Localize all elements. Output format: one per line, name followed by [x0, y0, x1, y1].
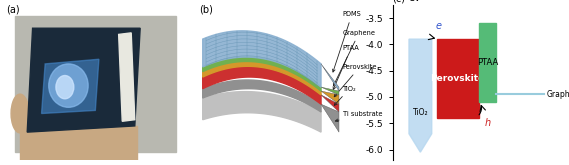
Text: Graphene: Graphene	[547, 90, 569, 99]
Text: (c): (c)	[393, 0, 406, 3]
Text: Ti substrate: Ti substrate	[335, 111, 382, 122]
Polygon shape	[203, 57, 321, 91]
Polygon shape	[321, 91, 339, 104]
Text: h: h	[484, 118, 490, 128]
Text: (a): (a)	[6, 5, 19, 15]
Text: e: e	[435, 21, 441, 31]
Bar	[15, 16, 176, 152]
Ellipse shape	[11, 94, 29, 133]
Bar	[88, 138, 104, 160]
Polygon shape	[203, 66, 321, 104]
Polygon shape	[321, 104, 339, 132]
Text: Perovskite: Perovskite	[431, 74, 485, 83]
Bar	[24, 138, 42, 160]
Bar	[67, 138, 83, 160]
Text: (b): (b)	[199, 5, 213, 15]
Text: TiO₂: TiO₂	[335, 86, 356, 105]
Polygon shape	[119, 33, 135, 121]
Text: TiO₂: TiO₂	[413, 108, 428, 117]
Text: Perovskite: Perovskite	[334, 64, 377, 97]
Text: Graphene: Graphene	[333, 30, 376, 86]
Polygon shape	[203, 62, 321, 95]
Polygon shape	[203, 80, 321, 112]
Polygon shape	[203, 92, 321, 132]
Bar	[437, 39, 479, 118]
Ellipse shape	[56, 76, 74, 99]
Polygon shape	[321, 64, 339, 91]
Text: PTAA: PTAA	[333, 45, 359, 89]
Polygon shape	[321, 95, 339, 112]
Polygon shape	[203, 31, 321, 87]
Bar	[45, 138, 61, 160]
Polygon shape	[42, 59, 99, 114]
Text: PDMS: PDMS	[332, 11, 361, 72]
Polygon shape	[27, 28, 140, 132]
Polygon shape	[409, 39, 432, 152]
Text: eV: eV	[409, 0, 422, 3]
Bar	[479, 23, 496, 102]
Text: PTAA: PTAA	[477, 58, 498, 67]
Bar	[20, 126, 137, 160]
Polygon shape	[321, 87, 339, 95]
Ellipse shape	[49, 64, 88, 107]
